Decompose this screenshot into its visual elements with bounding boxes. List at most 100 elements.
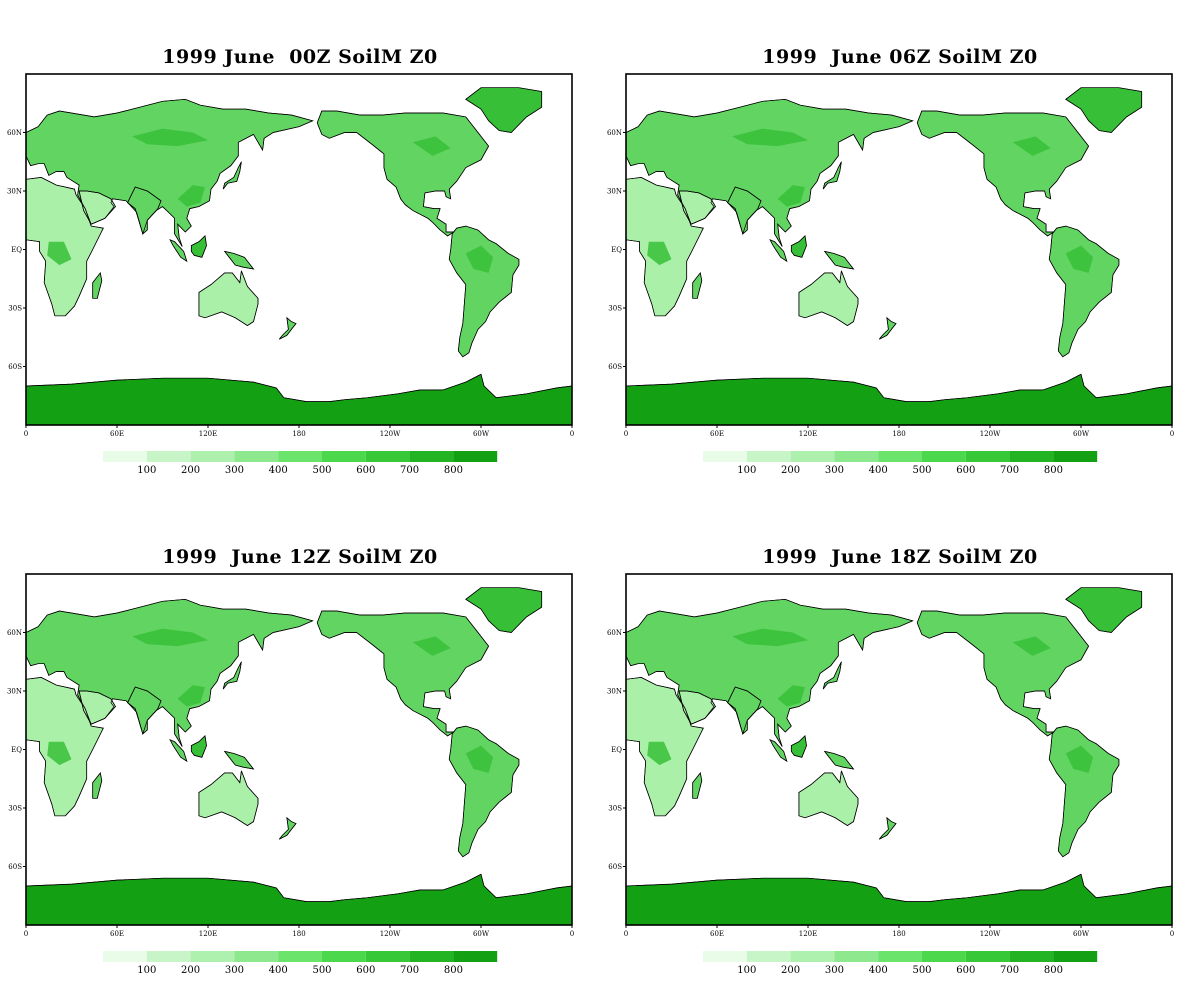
colorbar-label: 700 bbox=[1000, 465, 1019, 476]
greenland-island-coastline bbox=[465, 587, 543, 633]
map-plot: 0 60E 120E 180 120W 60W 0 60N 30N EQ 30S 60S 100 200 3… bbox=[7, 73, 574, 476]
colorbar-swatch bbox=[103, 451, 147, 462]
india-subcontinent-coastline bbox=[127, 686, 162, 735]
lon-tick-label: 120E bbox=[199, 930, 217, 938]
lon-tick-label: 60W bbox=[1073, 930, 1090, 938]
lon-tick-label: 180 bbox=[892, 430, 905, 438]
lon-tick-label: 60E bbox=[710, 430, 724, 438]
colorbar-label: 600 bbox=[956, 465, 975, 476]
japan-islands-coastline bbox=[222, 661, 242, 690]
lat-tick-label: 30N bbox=[7, 688, 22, 696]
colorbar-swatch bbox=[746, 951, 791, 962]
lon-tick-label: 120W bbox=[380, 430, 401, 438]
panel-title: 1999 June 18Z SoilM Z0 bbox=[762, 546, 1038, 568]
lon-tick-label: 180 bbox=[292, 430, 305, 438]
wet-patch-amazon bbox=[1065, 245, 1094, 273]
dry-patch-sahara bbox=[626, 187, 672, 219]
colorbar-label: 500 bbox=[912, 465, 931, 476]
lon-tick-label: 0 bbox=[624, 930, 628, 938]
map-area bbox=[625, 73, 1173, 426]
eurasia-landmass-coastline bbox=[26, 598, 314, 747]
madagascar-island-coastline bbox=[692, 772, 703, 799]
wet-patch-siberia bbox=[732, 128, 808, 147]
wet-patch-siberia bbox=[732, 628, 808, 647]
map-panel-06z: 1999 June 06Z SoilM Z0 0 60E 120E 180 120W 60… bbox=[600, 0, 1200, 500]
colorbar-swatch bbox=[834, 451, 879, 462]
colorbar-swatch bbox=[1053, 451, 1098, 462]
colorbar-swatch bbox=[278, 951, 322, 962]
lon-tick-label: 120E bbox=[199, 430, 217, 438]
panel-title: 1999 June 00Z SoilM Z0 bbox=[162, 46, 438, 68]
colorbar-label: 300 bbox=[825, 465, 844, 476]
colorbar-label: 700 bbox=[400, 965, 419, 976]
map-area bbox=[625, 573, 1173, 926]
eurasia-landmass-coastline bbox=[626, 98, 914, 247]
wet-patch-canada bbox=[1012, 136, 1051, 156]
wet-patch-amazon bbox=[465, 245, 494, 273]
wet-patch-east-asia bbox=[777, 185, 805, 207]
map-panel-12z: 1999 June 12Z SoilM Z0 0 60E 120E 180 120W 60… bbox=[0, 500, 600, 1000]
lon-tick-label: 0 bbox=[1170, 930, 1174, 938]
lat-tick-label: 60N bbox=[607, 129, 622, 137]
colorbar-swatch bbox=[234, 451, 279, 462]
colorbar-swatch bbox=[746, 451, 791, 462]
colorbar-swatch bbox=[1053, 951, 1098, 962]
lat-tick-label: 30N bbox=[607, 688, 622, 696]
colorbar-label: 400 bbox=[869, 965, 888, 976]
wet-patch-amazon bbox=[465, 745, 494, 773]
colorbar-swatch bbox=[922, 951, 966, 962]
lon-tick-label: 0 bbox=[24, 430, 28, 438]
new-zealand-islands-coastline bbox=[279, 316, 297, 340]
colorbar-label: 100 bbox=[737, 465, 756, 476]
australia-landmass-coastline bbox=[198, 770, 259, 827]
colorbar: 100 200 300 400 500 600 700 800 bbox=[703, 951, 1098, 976]
colorbar-swatch bbox=[1009, 951, 1054, 962]
colorbar-swatch bbox=[146, 951, 191, 962]
colorbar-swatch bbox=[146, 451, 191, 462]
colorbar-label: 800 bbox=[1044, 465, 1063, 476]
lat-tick-label: EQ bbox=[11, 246, 22, 254]
wet-patch-east-asia bbox=[177, 685, 205, 707]
wet-patch-siberia bbox=[132, 128, 208, 147]
colorbar-label: 800 bbox=[444, 965, 463, 976]
arabia-landmass-coastline bbox=[678, 690, 716, 725]
india-subcontinent-coastline bbox=[127, 186, 162, 235]
south-america-landmass-coastline bbox=[1048, 725, 1120, 858]
lon-tick-label: 60W bbox=[473, 930, 490, 938]
colorbar-swatch bbox=[790, 451, 835, 462]
map-area bbox=[25, 573, 573, 926]
colorbar-swatch bbox=[409, 451, 454, 462]
dry-patch-sahara bbox=[26, 687, 72, 719]
lat-tick-label: 60S bbox=[608, 863, 622, 871]
colorbar-label: 300 bbox=[825, 965, 844, 976]
africa-landmass-coastline bbox=[626, 177, 704, 317]
lat-tick-label: EQ bbox=[11, 746, 22, 754]
lon-tick-label: 120W bbox=[380, 930, 401, 938]
lat-tick-label: EQ bbox=[611, 246, 622, 254]
lat-tick-label: 60N bbox=[7, 629, 22, 637]
colorbar-swatch bbox=[703, 451, 747, 462]
eurasia-landmass-coastline bbox=[626, 598, 914, 747]
panel-title: 1999 June 12Z SoilM Z0 bbox=[162, 546, 438, 568]
wet-patch-central-africa bbox=[47, 241, 72, 266]
colorbar-swatch bbox=[878, 451, 922, 462]
north-america-landmass-coastline bbox=[916, 110, 1090, 237]
panel-title: 1999 June 06Z SoilM Z0 bbox=[762, 46, 1038, 68]
map-plot: 0 60E 120E 180 120W 60W 0 60N 30N EQ 30S 60S 100 200 3… bbox=[607, 73, 1174, 476]
colorbar-label: 600 bbox=[356, 965, 375, 976]
landmasses bbox=[26, 87, 572, 425]
wet-patch-central-africa bbox=[647, 241, 672, 266]
landmasses bbox=[26, 587, 572, 925]
lat-tick-label: 30N bbox=[7, 188, 22, 196]
map-area bbox=[25, 73, 573, 426]
colorbar-label: 200 bbox=[181, 465, 200, 476]
colorbar-swatch bbox=[453, 951, 498, 962]
sumatra-island-coastline bbox=[169, 739, 188, 763]
colorbar-swatch bbox=[965, 451, 1010, 462]
colorbar-swatch bbox=[790, 951, 835, 962]
lon-tick-label: 0 bbox=[24, 930, 28, 938]
australia-landmass-coastline bbox=[798, 770, 859, 827]
colorbar-swatch bbox=[365, 451, 410, 462]
sumatra-island-coastline bbox=[769, 739, 788, 763]
antarctica-landmass-coastline bbox=[26, 373, 572, 425]
